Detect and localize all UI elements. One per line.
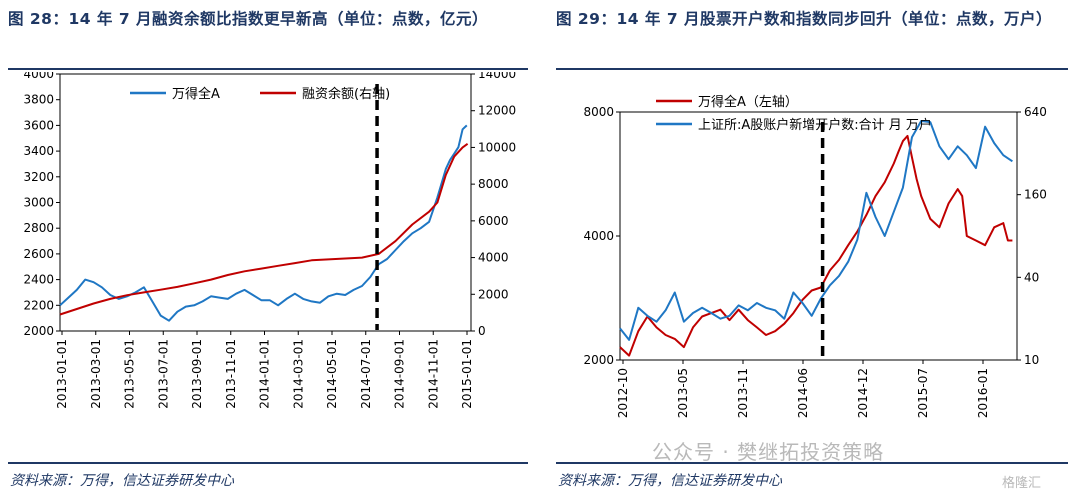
- right-series-line-2: [619, 120, 1013, 341]
- left-x-tick-label: 2014-11-01: [426, 339, 440, 409]
- left-x-tick-label: 2014-03-01: [291, 339, 305, 409]
- right-right-tick-label: 40: [1024, 270, 1039, 284]
- left-bottom-rule: [8, 462, 528, 464]
- right-left-tick-label: 2000: [583, 353, 614, 367]
- right-series-line-1: [619, 134, 1013, 357]
- right-x-tick-label: 2013-11: [736, 368, 750, 418]
- left-series-line-2: [59, 142, 469, 316]
- left-left-tick-label: 2600: [23, 247, 54, 261]
- left-left-tick-label: 2000: [23, 324, 54, 338]
- right-x-tick-label: 2015-07: [916, 368, 930, 418]
- left-figure-title: 图 28：14 年 7 月融资余额比指数更早新高（单位：点数，亿元）: [8, 10, 489, 28]
- right-x-tick-label: 2014-06: [796, 368, 810, 418]
- right-plot-frame: [619, 111, 1018, 361]
- left-left-tick-label: 4000: [23, 72, 54, 81]
- right-right-tick-label: 10: [1024, 353, 1039, 367]
- left-left-tick-label: 3200: [23, 170, 54, 184]
- left-right-tick-label: 12000: [478, 104, 516, 118]
- right-top-rule: [556, 68, 1068, 70]
- left-left-tick-label: 2800: [23, 221, 54, 235]
- right-figure: 图 29：14 年 7 月股票开户数和指数同步回升（单位：点数，万户） 2000…: [548, 0, 1080, 497]
- left-right-tick-label: 14000: [478, 72, 516, 81]
- right-legend-label: 万得全A（左轴）: [698, 94, 798, 110]
- left-left-tick-label: 2400: [23, 273, 54, 287]
- left-x-tick-label: 2014-05-01: [325, 339, 339, 409]
- watermark-text: 公众号 · 樊继拓投资策略: [652, 440, 885, 464]
- right-source-note: 资料来源：万得，信达证券研发中心: [558, 473, 782, 489]
- left-legend-label: 融资余额(右轴): [302, 86, 390, 102]
- left-x-tick-label: 2014-07-01: [359, 339, 373, 409]
- right-right-tick-label: 160: [1024, 188, 1047, 202]
- left-series-line-1: [59, 124, 468, 322]
- left-x-tick-label: 2013-03-01: [89, 339, 103, 409]
- left-x-tick-label: 2013-09-01: [190, 339, 204, 409]
- left-x-tick-label: 2014-01-01: [258, 339, 272, 409]
- right-bottom-rule: [556, 462, 1068, 464]
- right-chart: 2000 4000 8000 10 40 160 640 2012-10 2013-05 2013…: [583, 94, 1047, 418]
- left-right-tick-label: 4000: [478, 251, 509, 265]
- left-right-tick-label: 10000: [478, 140, 516, 154]
- right-x-tick-label: 2014-12: [856, 368, 870, 418]
- left-right-tick-label: 8000: [478, 177, 509, 191]
- left-x-tick-label: 2014-09-01: [393, 339, 407, 409]
- right-x-tick-label: 2012-10: [616, 368, 630, 418]
- right-figure-title: 图 29：14 年 7 月股票开户数和指数同步回升（单位：点数，万户）: [556, 10, 1053, 28]
- watermark-logo-text: 格隆汇: [1002, 476, 1042, 491]
- left-x-tick-label: 2013-01-01: [55, 339, 69, 409]
- left-source-note: 资料来源：万得，信达证券研发中心: [10, 473, 234, 489]
- left-x-tick-label: 2013-07-01: [156, 339, 170, 409]
- left-x-tick-label: 2013-05-01: [123, 339, 137, 409]
- right-x-tick-label: 2013-05: [676, 368, 690, 418]
- right-legend-label: 上证所:A股账户新增开户数:合计 月 万户: [698, 117, 932, 133]
- left-chart: 2000 2200 2400 2600 2800 3000 3200 3400 3600 3800…: [23, 72, 516, 409]
- left-left-tick-label: 3600: [23, 118, 54, 132]
- left-left-tick-label: 3400: [23, 144, 54, 158]
- left-right-tick-label: 6000: [478, 214, 509, 228]
- left-top-rule: [8, 68, 528, 70]
- right-left-tick-label: 4000: [583, 229, 614, 243]
- right-left-tick-label: 8000: [583, 105, 614, 119]
- left-right-tick-label: 2000: [478, 287, 509, 301]
- left-x-tick-label: 2013-11-01: [224, 339, 238, 409]
- left-figure: 图 28：14 年 7 月融资余额比指数更早新高（单位：点数，亿元） 2000 2…: [8, 10, 528, 489]
- left-plot-frame: [59, 73, 472, 332]
- left-left-tick-label: 3800: [23, 93, 54, 107]
- left-right-tick-label: 0: [478, 324, 486, 338]
- right-x-tick-label: 2016-01: [976, 368, 990, 418]
- left-x-tick-label: 2015-01-01: [460, 339, 474, 409]
- left-left-tick-label: 3000: [23, 196, 54, 210]
- left-left-tick-label: 2200: [23, 298, 54, 312]
- left-legend-label: 万得全A: [172, 86, 220, 102]
- right-right-tick-label: 640: [1024, 105, 1047, 119]
